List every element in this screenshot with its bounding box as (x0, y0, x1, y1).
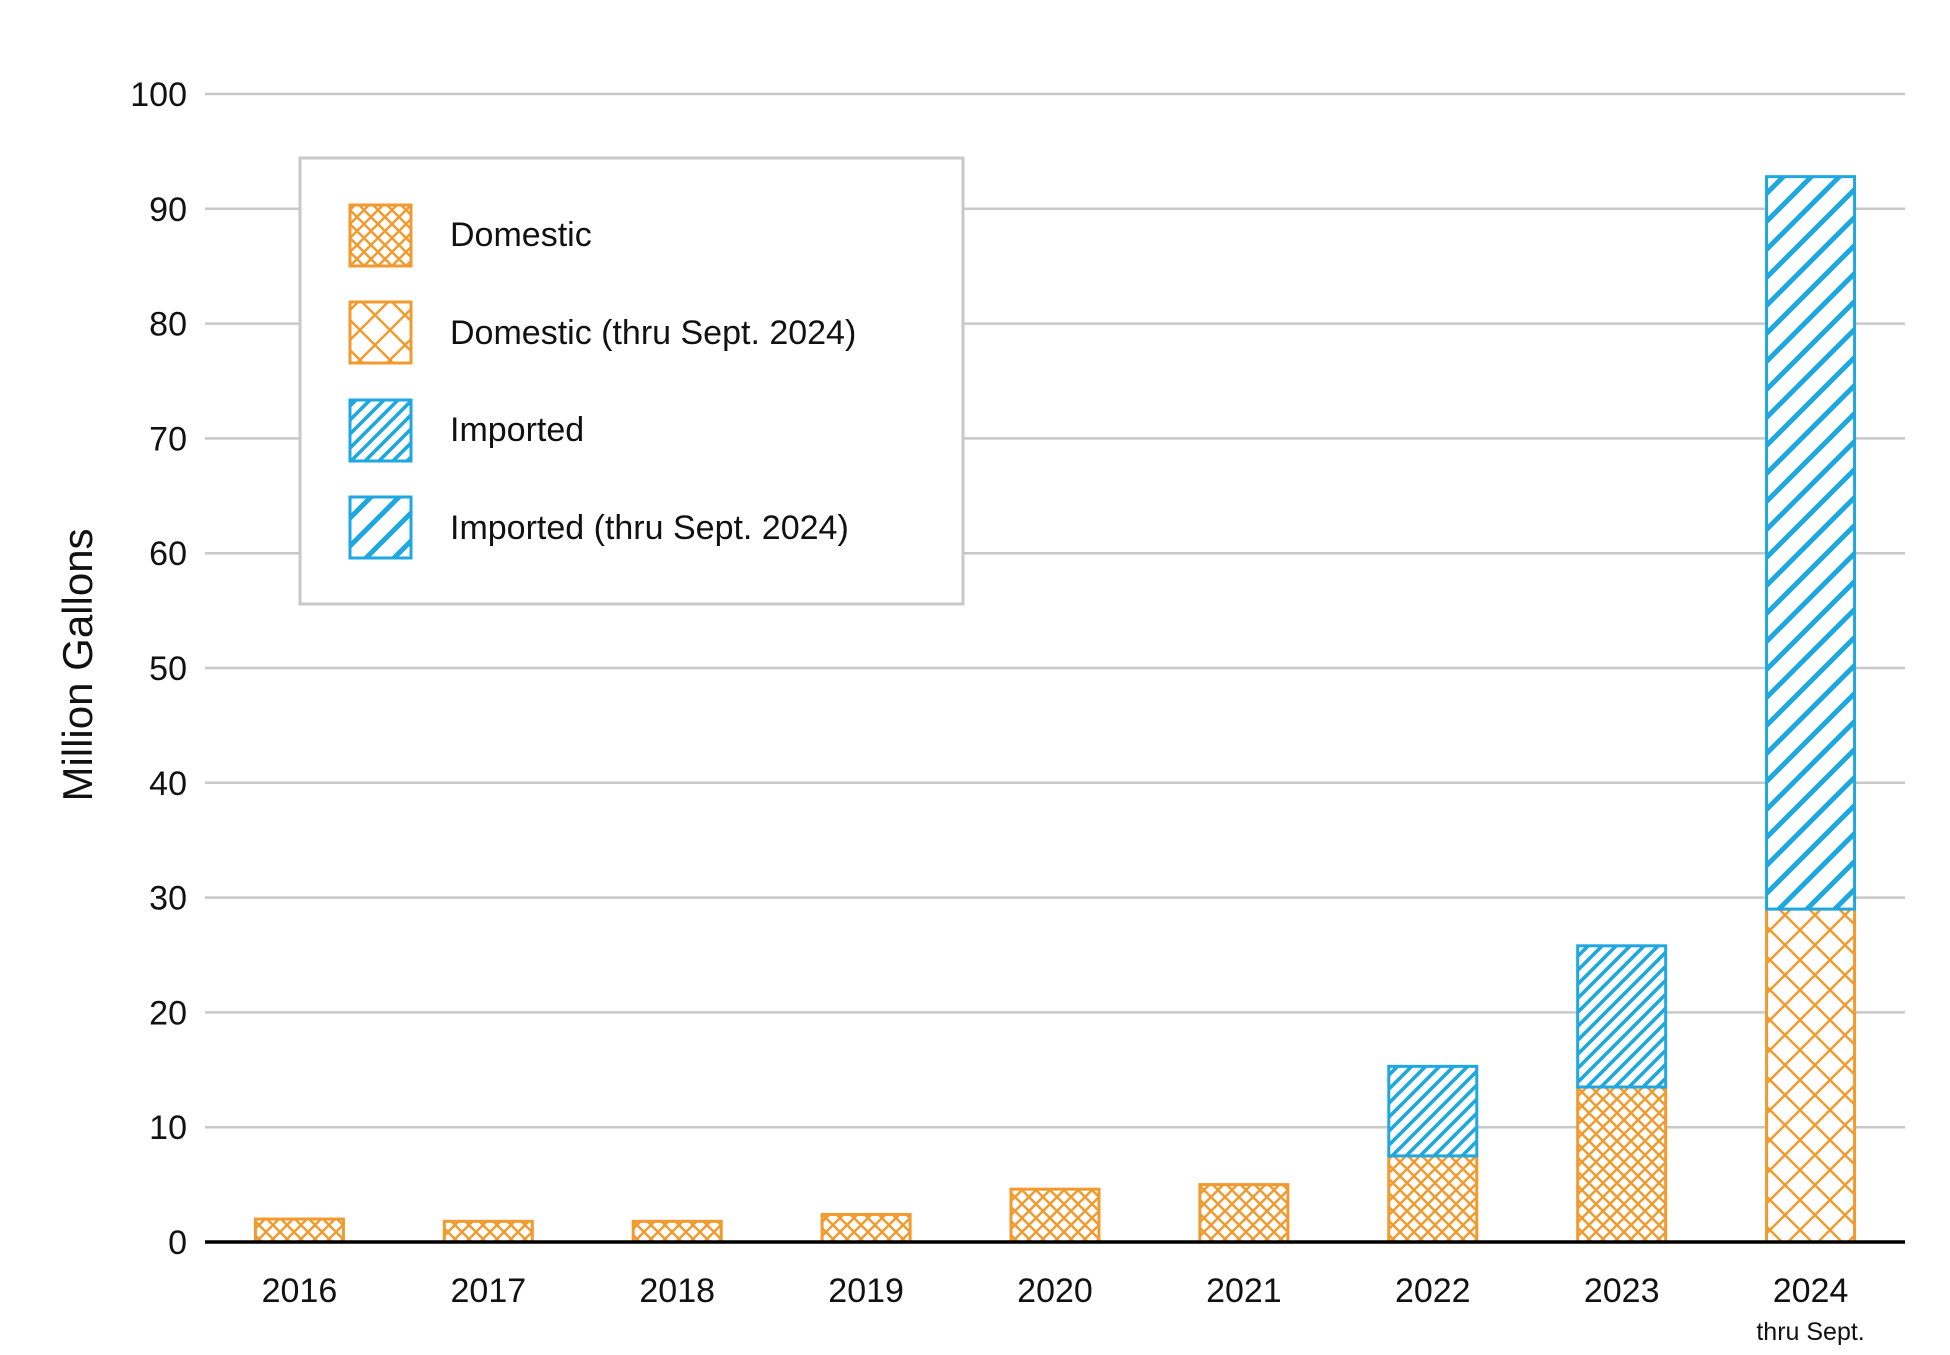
x-tick-label: 2017 (451, 1272, 527, 1310)
bar-segment (1198, 1183, 1290, 1244)
y-tick-label: 40 (149, 765, 187, 803)
x-tick-label: 2019 (828, 1272, 904, 1310)
legend-label-domestic: Domestic (450, 216, 592, 254)
y-tick-label: 70 (149, 420, 187, 458)
y-axis-tick-labels: 0 10 20 30 40 50 60 70 80 90 100 (130, 76, 187, 1262)
y-tick-label: 90 (149, 191, 187, 229)
y-tick-label: 10 (149, 1109, 187, 1147)
legend-swatch-imported (348, 398, 413, 463)
legend-label-imported: Imported (450, 411, 584, 449)
bar-segment (1765, 175, 1857, 911)
x-tick-label: 2021 (1206, 1272, 1282, 1310)
bar-segment (1765, 907, 1857, 1244)
bar-segment (1576, 944, 1668, 1089)
x-tick-label: 2016 (262, 1272, 338, 1310)
bar-segment (253, 1217, 345, 1244)
x-tick-label: 2022 (1395, 1272, 1471, 1310)
x-tick-label: 2018 (639, 1272, 715, 1310)
y-tick-label: 0 (168, 1224, 187, 1262)
x-tick-label: 2024 (1773, 1272, 1849, 1310)
y-tick-label: 80 (149, 306, 187, 344)
legend: Domestic Domestic (thru Sept. 2024) Impo… (298, 156, 965, 606)
bar-segment (1576, 1085, 1668, 1244)
legend-label-domestic-thru-sept: Domestic (thru Sept. 2024) (450, 314, 856, 352)
y-tick-label: 100 (130, 76, 187, 114)
bar-segment (442, 1219, 534, 1244)
y-tick-label: 60 (149, 535, 187, 573)
x-tick-sublabel: thru Sept. (1756, 1318, 1864, 1346)
x-tick-label: 2020 (1017, 1272, 1093, 1310)
bar-segment (1387, 1154, 1479, 1244)
x-tick-label: 2023 (1584, 1272, 1660, 1310)
y-tick-label: 20 (149, 994, 187, 1032)
y-tick-label: 50 (149, 650, 187, 688)
y-axis-title: Million Gallons (54, 528, 101, 801)
bar-segment (1387, 1064, 1479, 1158)
legend-swatch-domestic (348, 203, 413, 268)
legend-item-domestic-thru-sept: Domestic (thru Sept. 2024) (348, 300, 856, 365)
bar-segment (820, 1212, 912, 1244)
bars (253, 175, 1857, 1244)
legend-swatch-imported-thru-sept (348, 495, 413, 560)
legend-swatch-domestic-thru-sept (348, 300, 413, 365)
x-axis-tick-labels: 2016 2017 2018 2019 2020 2021 2022 2023 2024 thru… (262, 1272, 1865, 1346)
legend-item-imported-thru-sept: Imported (thru Sept. 2024) (348, 495, 849, 560)
y-tick-label: 30 (149, 880, 187, 918)
legend-item-domestic: Domestic (348, 203, 592, 268)
bar-segment (1009, 1187, 1101, 1244)
legend-label-imported-thru-sept: Imported (thru Sept. 2024) (450, 509, 849, 547)
bar-segment (631, 1219, 723, 1244)
legend-item-imported: Imported (348, 398, 584, 463)
